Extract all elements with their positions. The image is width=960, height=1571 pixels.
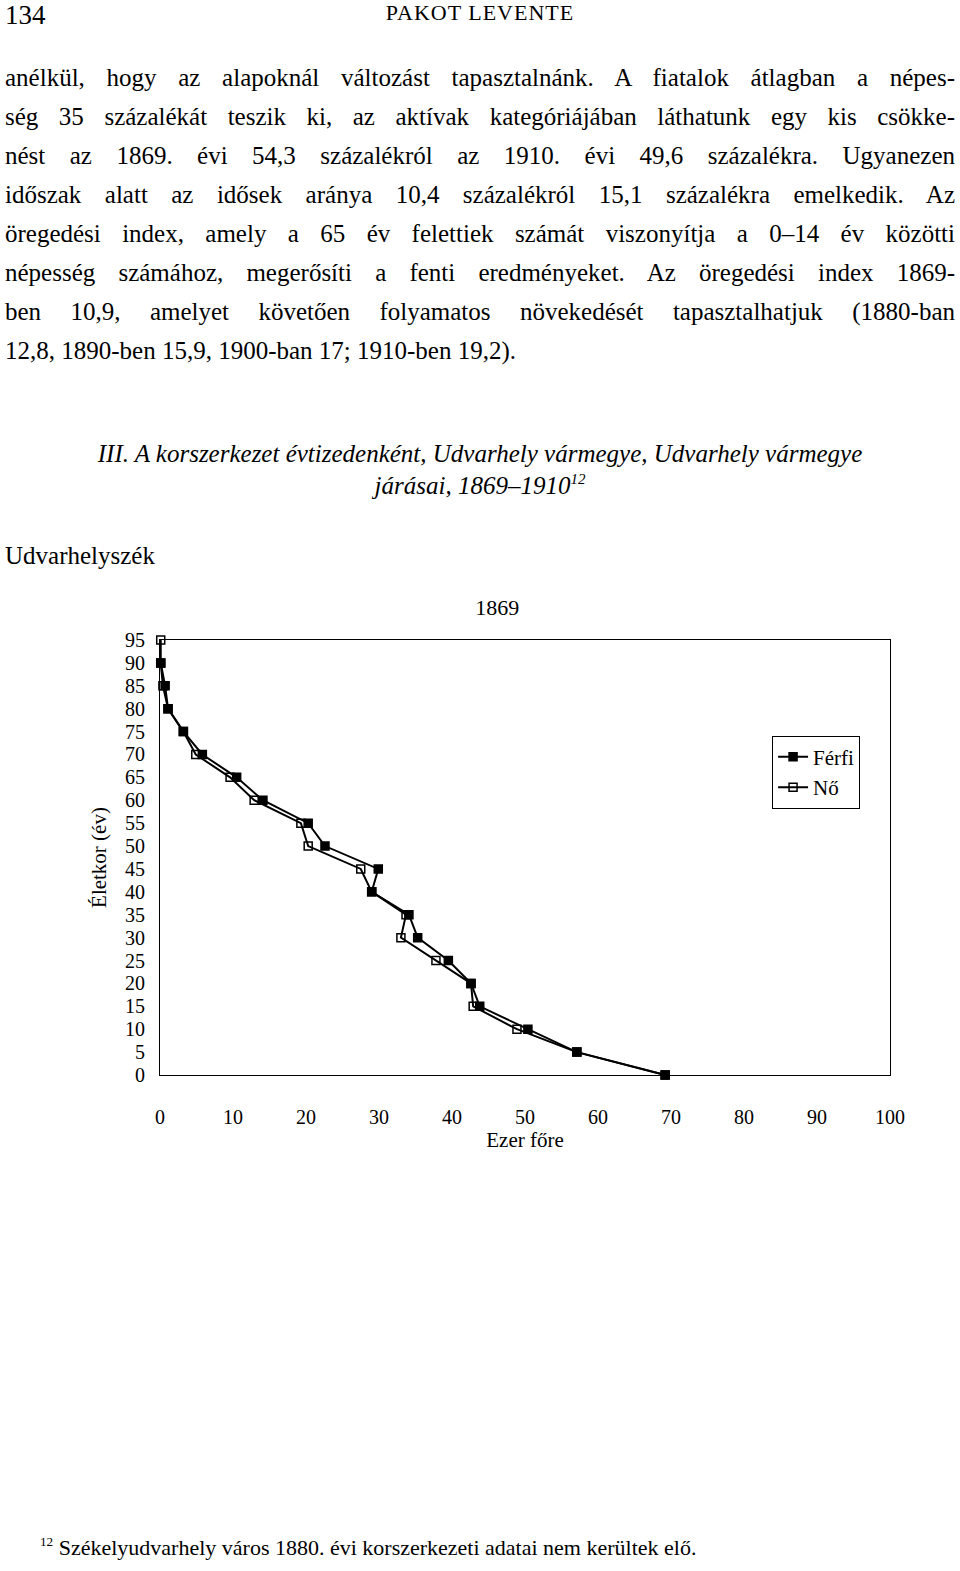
svg-text:1869: 1869 <box>475 595 519 620</box>
svg-text:80: 80 <box>734 1106 754 1128</box>
svg-text:45: 45 <box>125 858 145 880</box>
html-text:ben 10,9, amelyet követően fol: ben 10,9, amelyet követően folyamatos nö… <box>5 298 955 325</box>
svg-text:0: 0 <box>155 1106 165 1128</box>
svg-text:65: 65 <box>125 766 145 788</box>
svg-text:25: 25 <box>125 950 145 972</box>
svg-text:Férfi: Férfi <box>813 746 854 770</box>
svg-text:40: 40 <box>442 1106 462 1128</box>
svg-text:20: 20 <box>125 972 145 994</box>
html-text:12: 12 <box>570 470 586 487</box>
svg-text:0: 0 <box>135 1064 145 1086</box>
svg-text:40: 40 <box>125 881 145 903</box>
svg-text:Nő: Nő <box>813 776 839 800</box>
svg-text:75: 75 <box>125 721 145 743</box>
svg-text:50: 50 <box>515 1106 535 1128</box>
svg-text:35: 35 <box>125 904 145 926</box>
svg-text:70: 70 <box>125 743 145 765</box>
svg-text:15: 15 <box>125 995 145 1017</box>
svg-text:80: 80 <box>125 698 145 720</box>
svg-text:60: 60 <box>125 789 145 811</box>
svg-text:60: 60 <box>588 1106 608 1128</box>
html-text:12,8, 1890-ben 15,9, 1900-ban: 12,8, 1890-ben 15,9, 1900-ban 17; 1910-b… <box>5 337 516 364</box>
svg-text:10: 10 <box>223 1106 243 1128</box>
html-text:időszak alatt az idősek aránya: időszak alatt az idősek aránya 10,4 száz… <box>5 181 955 208</box>
svg-text:95: 95 <box>125 629 145 651</box>
html-text:öregedési index, amely a 65 év: öregedési index, amely a 65 év felettiek… <box>5 220 955 247</box>
html-text:népesség számához, megerősíti: népesség számához, megerősíti a fenti er… <box>5 259 955 286</box>
svg-text:85: 85 <box>125 675 145 697</box>
svg-text:70: 70 <box>661 1106 681 1128</box>
svg-text:Ezer főre: Ezer főre <box>486 1128 564 1152</box>
svg-text:90: 90 <box>125 652 145 674</box>
html-text:134: 134 <box>5 0 46 30</box>
svg-text:10: 10 <box>125 1018 145 1040</box>
svg-text:30: 30 <box>369 1106 389 1128</box>
html-text:ség 35 százalékát teszik ki, a: ség 35 százalékát teszik ki, az aktívak … <box>5 103 955 130</box>
html-text:PAKOT LEVENTE: PAKOT LEVENTE <box>385 0 575 25</box>
svg-text:20: 20 <box>296 1106 316 1128</box>
html-text:anélkül, hogy az alapoknál vál: anélkül, hogy az alapoknál változást tap… <box>5 64 955 91</box>
html-text:12Székelyudvarhely város 1880.: 12Székelyudvarhely város 1880. évi korsz… <box>40 1533 697 1560</box>
svg-text:55: 55 <box>125 812 145 834</box>
svg-text:50: 50 <box>125 835 145 857</box>
svg-text:5: 5 <box>135 1041 145 1063</box>
html-text:járásai, 1869–1910: járásai, 1869–1910 <box>374 472 571 499</box>
html-text:III. A korszerkezet évtizedenk: III. A korszerkezet évtizedenként, Udvar… <box>97 440 863 467</box>
svg-text:100: 100 <box>875 1106 905 1128</box>
html-text:nést az 1869. évi 54,3 százalé: nést az 1869. évi 54,3 százalékról az 19… <box>5 142 955 169</box>
html-text:Udvarhelyszék: Udvarhelyszék <box>5 542 155 569</box>
svg-text:Életkor (év): Életkor (év) <box>87 807 111 908</box>
svg-text:90: 90 <box>807 1106 827 1128</box>
svg-text:30: 30 <box>125 927 145 949</box>
